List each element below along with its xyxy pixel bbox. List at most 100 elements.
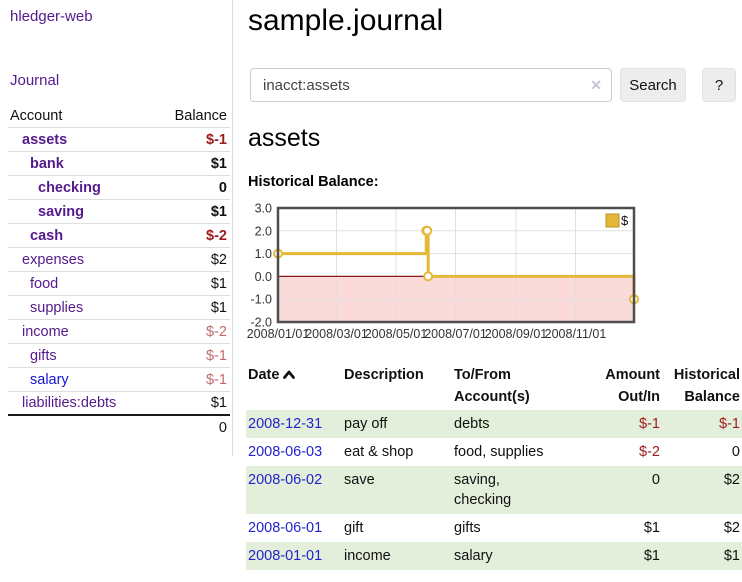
historical-header-line1: Historical bbox=[673, 367, 740, 383]
account-row-cash: cash $-2 bbox=[8, 224, 230, 248]
account-link-food[interactable]: food bbox=[30, 275, 59, 292]
table-row: 2008-12-31 pay off debts $-1 $-1 bbox=[246, 410, 742, 438]
accounts-cell: debts bbox=[454, 416, 490, 432]
account-balance: $-1 bbox=[206, 131, 227, 148]
account-row-bank: bank $1 bbox=[8, 152, 230, 176]
date-link[interactable]: 2008-06-03 bbox=[248, 444, 323, 460]
amount-cell: $1 bbox=[643, 548, 660, 564]
sidebar-item-journal[interactable]: Journal bbox=[10, 72, 60, 89]
account-row-food: food $1 bbox=[8, 272, 230, 296]
date-link[interactable]: 2008-12-31 bbox=[248, 416, 323, 432]
account-row-income: income $-2 bbox=[8, 320, 230, 344]
account-link-saving[interactable]: saving bbox=[38, 203, 84, 220]
account-column-header: Account bbox=[10, 107, 63, 124]
account-balance: $1 bbox=[210, 155, 227, 172]
accounts-cell: food, supplies bbox=[454, 444, 544, 460]
search-input[interactable] bbox=[250, 68, 612, 102]
date-link[interactable]: 2008-06-02 bbox=[248, 472, 323, 488]
chart-marker bbox=[422, 225, 433, 236]
account-balance: $1 bbox=[210, 299, 227, 316]
balance-cell: $-1 bbox=[719, 416, 740, 432]
historical-column-header: Historical Balance bbox=[662, 362, 742, 410]
search-button[interactable]: Search bbox=[620, 68, 686, 102]
account-row-saving: saving $1 bbox=[8, 200, 230, 224]
description-column-header: Description bbox=[344, 367, 424, 383]
account-balance: $1 bbox=[210, 203, 227, 220]
description-cell: pay off bbox=[344, 416, 388, 432]
account-row-expenses: expenses $2 bbox=[8, 248, 230, 272]
brand-link[interactable]: hledger-web bbox=[10, 8, 93, 25]
x-axis-tick-label: 2008/11/01 bbox=[545, 327, 607, 341]
account-link-expenses[interactable]: expenses bbox=[22, 251, 85, 268]
y-axis-tick-label: 1.0 bbox=[255, 247, 272, 261]
historical-header-line2: Balance bbox=[684, 389, 740, 405]
search-wrap: ✕ bbox=[250, 68, 612, 102]
x-axis-tick-label: 2008/03/01 bbox=[305, 327, 368, 341]
x-axis-tick-label: 2008/09/01 bbox=[485, 327, 548, 341]
total-balance: 0 bbox=[218, 420, 227, 436]
accounts-cell: salary bbox=[454, 548, 493, 564]
chart-marker bbox=[423, 271, 434, 282]
description-cell: save bbox=[344, 472, 375, 488]
description-cell: gift bbox=[344, 520, 364, 536]
help-button[interactable]: ? bbox=[702, 68, 736, 102]
x-axis-tick-label: 2008/01/01 bbox=[247, 327, 310, 341]
clear-search-icon[interactable]: ✕ bbox=[590, 77, 602, 93]
sort-ascending-icon bbox=[282, 365, 296, 387]
y-axis-tick-label: 3.0 bbox=[255, 202, 272, 216]
account-link-bank[interactable]: bank bbox=[30, 155, 64, 172]
date-column-header[interactable]: Date bbox=[246, 362, 342, 410]
account-tree-header: Account Balance bbox=[8, 104, 230, 128]
account-balance: 0 bbox=[218, 179, 227, 196]
sidebar-divider bbox=[232, 0, 233, 456]
table-row: 2008-06-02 save saving, checking 0 $2 bbox=[246, 466, 742, 514]
balance-cell: $1 bbox=[723, 548, 740, 564]
account-link-cash[interactable]: cash bbox=[30, 227, 64, 244]
account-row-liabilities-debts: liabilities:debts $1 bbox=[8, 392, 230, 416]
table-row: 2008-01-01 income salary $1 $1 bbox=[246, 542, 742, 570]
amount-cell: $1 bbox=[643, 520, 660, 536]
amount-cell: $-1 bbox=[639, 416, 660, 432]
date-link[interactable]: 2008-06-01 bbox=[248, 520, 323, 536]
amount-header-line2: Out/In bbox=[618, 389, 660, 405]
account-row-gifts: gifts $-1 bbox=[8, 344, 230, 368]
account-link-gifts[interactable]: gifts bbox=[30, 347, 57, 364]
balance-column-header: Balance bbox=[174, 107, 227, 124]
description-cell: eat & shop bbox=[344, 444, 414, 460]
chart-title: Historical Balance: bbox=[248, 174, 379, 190]
account-balance: $-1 bbox=[206, 347, 227, 364]
account-total-row: 0 bbox=[8, 416, 230, 440]
amount-column-header: Amount Out/In bbox=[580, 362, 662, 410]
account-link-liabilities-debts[interactable]: liabilities:debts bbox=[22, 395, 117, 411]
register-header-row: Date Description To/From Account(s) Amou… bbox=[246, 362, 742, 410]
tofrom-header-line2: Account(s) bbox=[454, 389, 530, 405]
account-link-checking[interactable]: checking bbox=[38, 179, 101, 196]
account-balance: $1 bbox=[210, 395, 227, 411]
tofrom-column-header: To/From Account(s) bbox=[452, 362, 580, 410]
date-header-label: Date bbox=[248, 367, 280, 383]
legend-label: $ bbox=[621, 213, 629, 228]
account-tree: Account Balance assets $-1 bank $1 check… bbox=[8, 104, 230, 440]
x-axis-tick-label: 2008/05/01 bbox=[365, 327, 428, 341]
balance-cell: $2 bbox=[723, 520, 740, 536]
accounts-cell: gifts bbox=[454, 520, 481, 536]
balance-cell: $2 bbox=[723, 472, 740, 488]
amount-cell: 0 bbox=[651, 472, 660, 488]
account-row-supplies: supplies $1 bbox=[8, 296, 230, 320]
accounts-cell: saving, checking bbox=[454, 472, 512, 508]
balance-cell: 0 bbox=[731, 444, 740, 460]
account-link-salary[interactable]: salary bbox=[30, 371, 69, 388]
account-link-supplies[interactable]: supplies bbox=[30, 299, 84, 316]
date-link[interactable]: 2008-01-01 bbox=[248, 548, 323, 564]
legend-swatch bbox=[605, 213, 620, 228]
y-axis-tick-label: 2.0 bbox=[255, 224, 272, 238]
y-axis-tick-label: 0.0 bbox=[255, 270, 272, 284]
account-heading: assets bbox=[248, 124, 321, 152]
description-cell: income bbox=[344, 548, 391, 564]
account-link-income[interactable]: income bbox=[22, 323, 69, 340]
register-table: Date Description To/From Account(s) Amou… bbox=[246, 362, 742, 570]
x-axis-tick-label: 2008/07/01 bbox=[424, 327, 487, 341]
account-row-salary: salary $-1 bbox=[8, 368, 230, 392]
account-link-assets[interactable]: assets bbox=[22, 131, 68, 148]
tofrom-header-line1: To/From bbox=[454, 367, 511, 383]
